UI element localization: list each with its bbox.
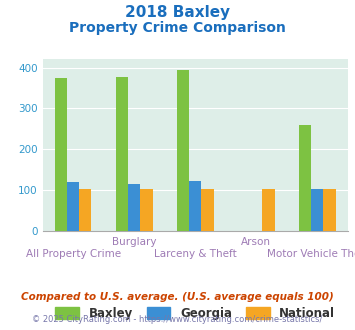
Bar: [262, 189, 275, 231]
Text: Arson: Arson: [241, 237, 271, 247]
Bar: [299, 125, 311, 231]
Bar: [323, 189, 336, 231]
Text: Property Crime Comparison: Property Crime Comparison: [69, 21, 286, 35]
Text: Compared to U.S. average. (U.S. average equals 100): Compared to U.S. average. (U.S. average …: [21, 292, 334, 302]
Bar: [177, 70, 189, 231]
Text: Burglary: Burglary: [112, 237, 157, 247]
Text: © 2025 CityRating.com - https://www.cityrating.com/crime-statistics/: © 2025 CityRating.com - https://www.city…: [32, 315, 323, 324]
Bar: [116, 77, 128, 231]
Bar: [55, 78, 67, 231]
Text: Larceny & Theft: Larceny & Theft: [154, 249, 237, 259]
Bar: [128, 184, 140, 231]
Bar: [189, 181, 201, 231]
Bar: [140, 189, 153, 231]
Legend: Baxley, Georgia, National: Baxley, Georgia, National: [51, 302, 340, 325]
Text: 2018 Baxley: 2018 Baxley: [125, 5, 230, 20]
Text: All Property Crime: All Property Crime: [26, 249, 121, 259]
Text: Motor Vehicle Theft: Motor Vehicle Theft: [267, 249, 355, 259]
Bar: [67, 182, 79, 231]
Bar: [311, 189, 323, 231]
Bar: [79, 189, 92, 231]
Bar: [201, 189, 214, 231]
